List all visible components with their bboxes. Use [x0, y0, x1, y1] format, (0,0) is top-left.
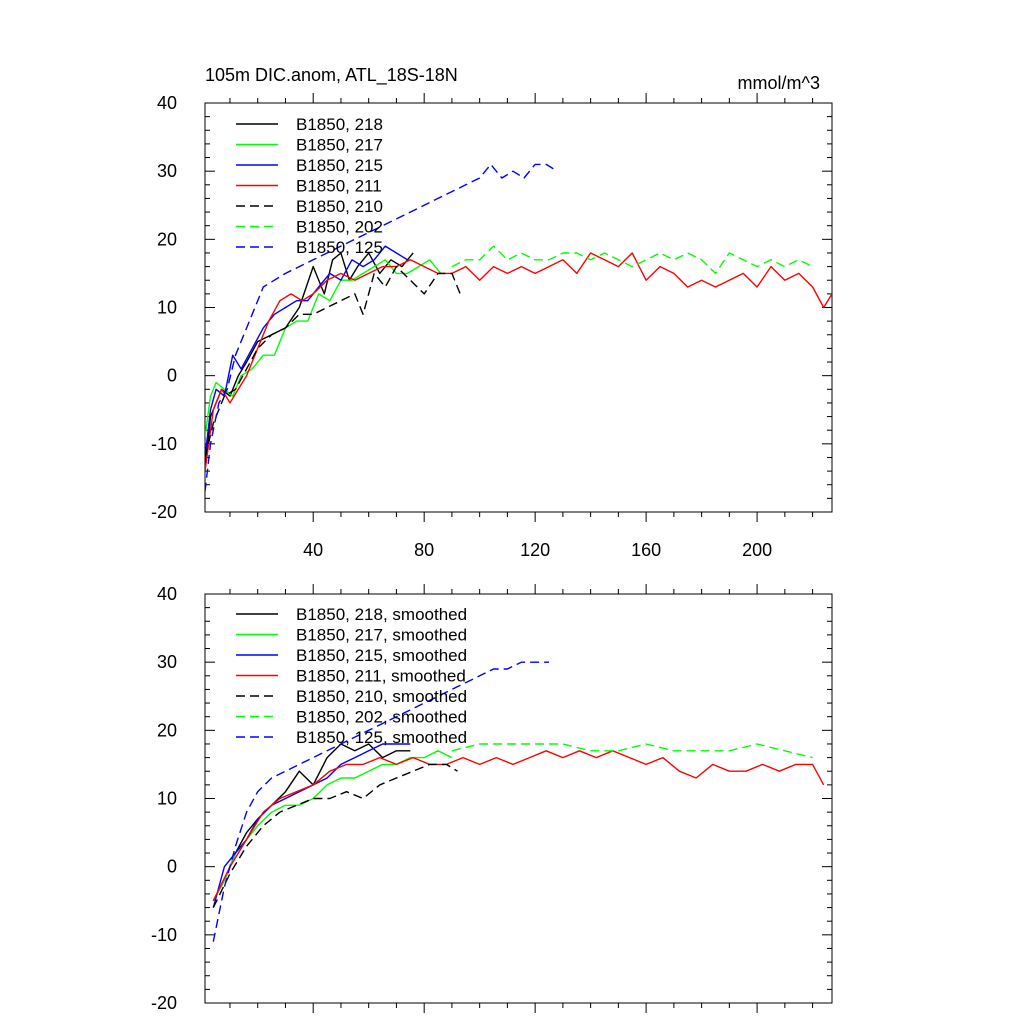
series-line	[205, 259, 442, 438]
y-tick-label: 0	[167, 366, 177, 386]
legend-label: B1850, 218, smoothed	[296, 605, 467, 624]
y-tick-label: 30	[157, 652, 177, 672]
legend-label: B1850, 211, smoothed	[296, 667, 466, 686]
y-tick-label: 10	[157, 298, 177, 318]
y-tick-label: 20	[157, 720, 177, 740]
y-tick-label: 40	[157, 584, 177, 604]
legend-label: B1850, 217	[296, 136, 383, 155]
series-line	[205, 252, 832, 472]
legend-label: B1850, 125	[296, 238, 383, 257]
legend-label: B1850, 215	[296, 156, 383, 175]
series-line	[212, 750, 825, 902]
legend-label: B1850, 125, smoothed	[296, 728, 467, 747]
legend-label: B1850, 210	[296, 197, 383, 216]
x-tick-label: 160	[631, 540, 661, 560]
chart-title: 105m DIC.anom, ATL_18S-18N	[205, 65, 458, 86]
top-panel: -20 -10 0 10 20 30 40 40 80 120 160 200 105m DIC.ano…	[151, 65, 833, 560]
legend-label: B1850, 202, smoothed	[296, 708, 467, 727]
units-label: mmol/m^3	[738, 73, 820, 93]
x-tick-label: 80	[414, 540, 434, 560]
y-tick-label: -20	[151, 993, 177, 1013]
series-group	[212, 661, 825, 942]
legend-label: B1850, 211	[296, 177, 382, 196]
y-tick-label: 0	[167, 857, 177, 877]
series-line	[205, 245, 408, 458]
series-line	[451, 743, 813, 759]
series-line	[212, 661, 549, 942]
y-tick-label: 30	[157, 161, 177, 181]
y-tick-label: -20	[151, 502, 177, 522]
y-tick-label: -10	[151, 925, 177, 945]
legend-label: B1850, 217, smoothed	[296, 626, 467, 645]
x-tick-label: 40	[303, 540, 323, 560]
y-tick-label: 20	[157, 229, 177, 249]
legend-label: B1850, 210, smoothed	[296, 687, 467, 706]
y-tick-label: 40	[157, 93, 177, 113]
series-group	[205, 163, 832, 492]
legend: B1850, 218, smoothed B1850, 217, smoothed…	[236, 605, 467, 747]
x-tick-label: 120	[520, 540, 550, 560]
series-line	[205, 265, 461, 458]
legend-label: B1850, 218	[296, 115, 383, 134]
series-line	[205, 163, 558, 492]
series-line	[212, 743, 411, 902]
y-tick-label: -10	[151, 434, 177, 454]
series-line	[212, 763, 458, 908]
x-tick-label: 200	[742, 540, 772, 560]
series-line	[451, 245, 813, 275]
legend-label: B1850, 215, smoothed	[296, 646, 467, 665]
legend-label: B1850, 202	[296, 218, 383, 237]
y-tick-label: 10	[157, 789, 177, 809]
